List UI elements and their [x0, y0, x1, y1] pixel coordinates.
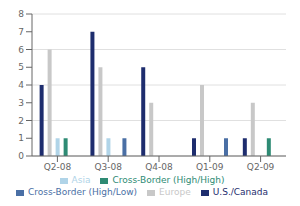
html-text:Europe: Europe — [159, 187, 191, 197]
svg-text:Q4-08: Q4-08 — [145, 162, 173, 172]
svg-text:Q1-09: Q1-09 — [196, 162, 224, 172]
svg-text:Q2-08: Q2-08 — [44, 162, 72, 172]
svg-text:Q3-08: Q3-08 — [94, 162, 122, 172]
html-text:Asia: Asia — [71, 175, 91, 185]
svg-text:7: 7 — [18, 27, 24, 37]
svg-text:Q2-09: Q2-09 — [247, 162, 275, 172]
svg-text:4: 4 — [18, 80, 24, 90]
svg-text:0: 0 — [18, 151, 24, 161]
html-text:U.S./Canada: U.S./Canada — [212, 187, 268, 197]
html-text:Cross-Border (High/Low): Cross-Border (High/Low) — [28, 187, 138, 197]
html-text:Cross-Border (High/High): Cross-Border (High/High) — [112, 175, 225, 185]
svg-text:1: 1 — [18, 133, 24, 143]
svg-text:5: 5 — [18, 62, 24, 72]
svg-text:6: 6 — [18, 45, 24, 55]
svg-text:3: 3 — [18, 98, 24, 108]
svg-text:8: 8 — [18, 9, 24, 19]
svg-text:2: 2 — [18, 116, 24, 126]
